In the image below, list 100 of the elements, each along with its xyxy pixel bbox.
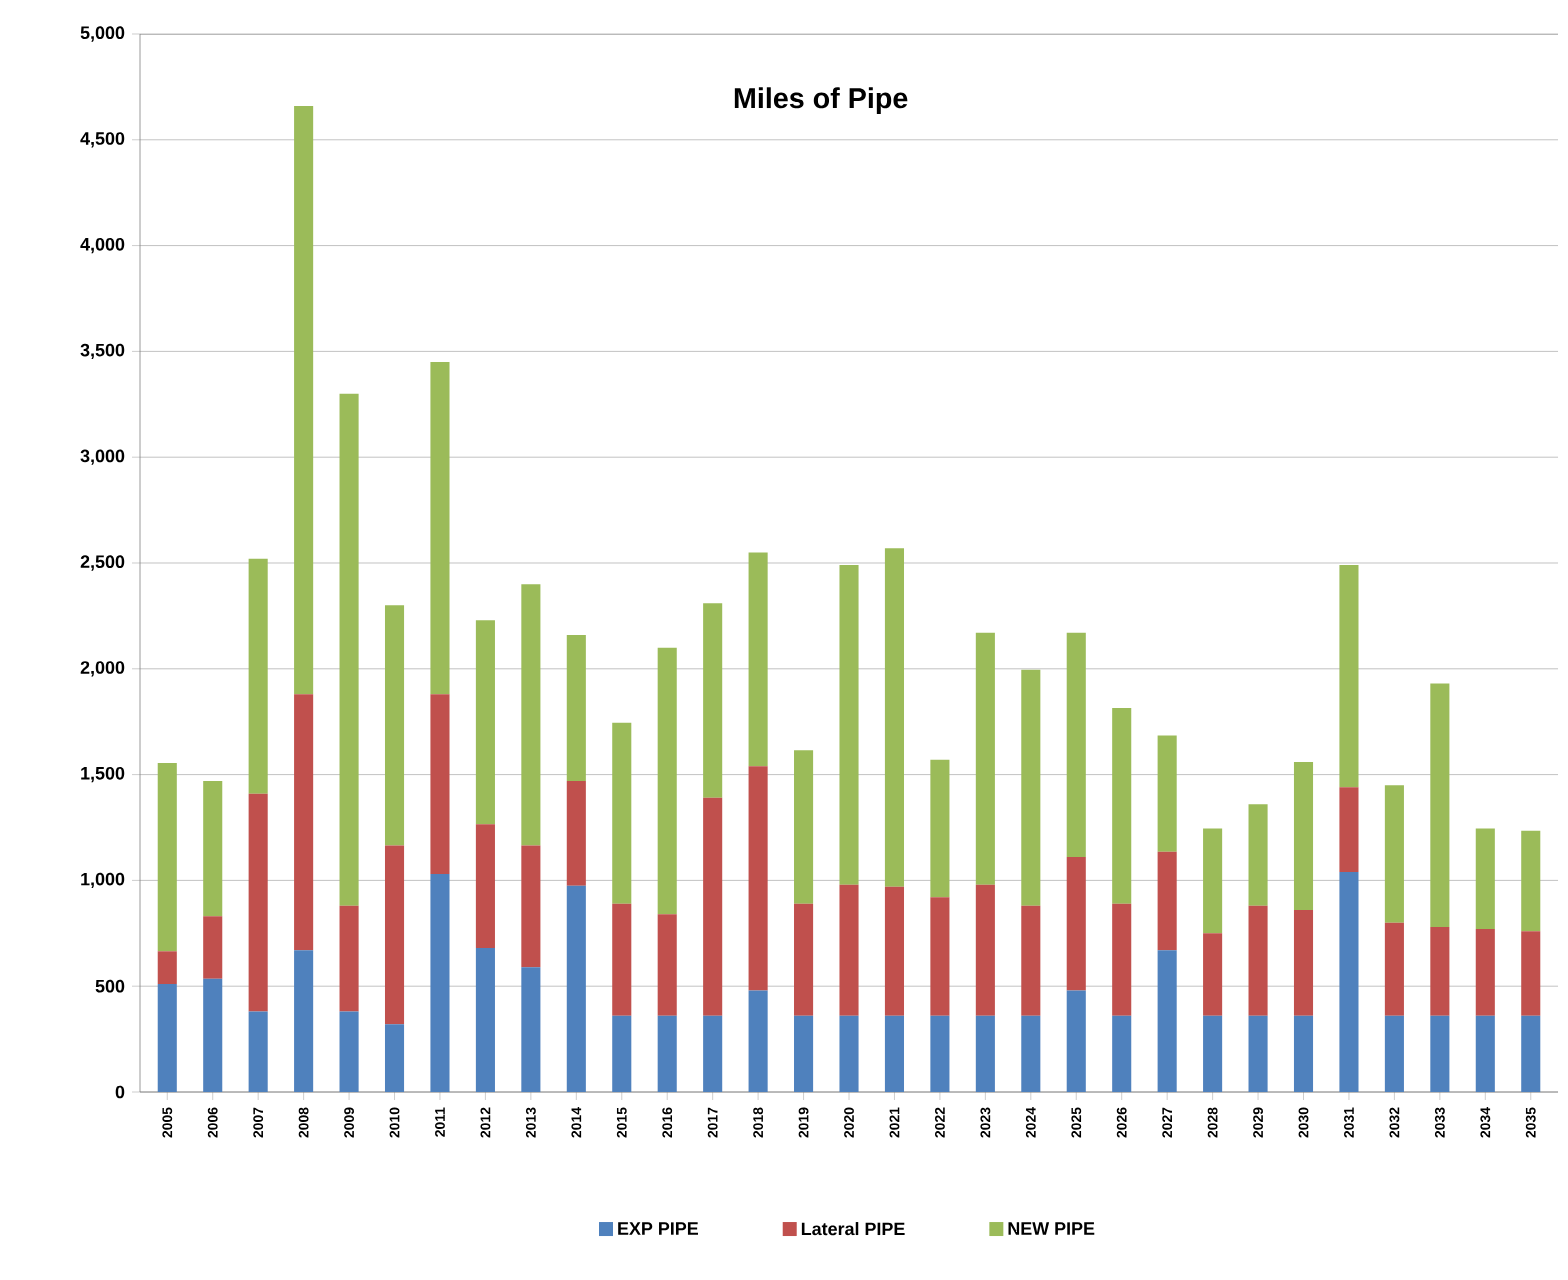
bar bbox=[1430, 1015, 1450, 1092]
bar bbox=[884, 886, 905, 1016]
bar bbox=[430, 694, 450, 875]
y-tick-label: 3,000 bbox=[80, 449, 125, 465]
bar bbox=[794, 750, 814, 904]
bar bbox=[248, 1011, 268, 1092]
bar bbox=[748, 552, 768, 767]
bar bbox=[703, 797, 723, 1016]
bar bbox=[294, 694, 314, 951]
bar bbox=[657, 1015, 677, 1092]
bar bbox=[1384, 785, 1404, 923]
bar bbox=[157, 984, 177, 1092]
bar bbox=[1157, 950, 1177, 1092]
y-tick-label: 500 bbox=[95, 979, 125, 993]
bar bbox=[475, 620, 495, 825]
bar bbox=[930, 759, 950, 898]
bar bbox=[1021, 905, 1041, 1016]
bar bbox=[1339, 565, 1359, 788]
bar bbox=[975, 1015, 995, 1092]
bar bbox=[294, 105, 314, 695]
bar bbox=[1339, 787, 1359, 872]
bar bbox=[430, 874, 450, 1092]
bar bbox=[384, 1024, 405, 1092]
bar bbox=[657, 647, 677, 915]
bar bbox=[1157, 851, 1177, 951]
bar bbox=[203, 780, 223, 917]
bar bbox=[1203, 828, 1223, 934]
bar bbox=[475, 948, 495, 1092]
bar bbox=[884, 548, 905, 887]
y-tick-label: 0 bbox=[115, 1085, 125, 1099]
bar bbox=[1521, 931, 1541, 1016]
bar bbox=[657, 914, 677, 1016]
bar bbox=[248, 558, 268, 794]
bar bbox=[566, 885, 586, 1092]
y-tick-label: 3,500 bbox=[80, 343, 125, 360]
bar bbox=[203, 916, 223, 979]
bar bbox=[566, 780, 586, 886]
bar bbox=[1157, 735, 1177, 852]
bar bbox=[157, 762, 177, 952]
bar bbox=[1384, 922, 1404, 1016]
bar bbox=[612, 1015, 632, 1092]
legend-label: Lateral PIPE bbox=[801, 1222, 905, 1236]
bar bbox=[384, 845, 405, 1025]
legend-label: EXP PIPE bbox=[618, 1222, 699, 1235]
bar bbox=[612, 722, 632, 904]
bar bbox=[1203, 1015, 1223, 1092]
bar bbox=[1066, 857, 1086, 991]
bar bbox=[1339, 871, 1359, 1092]
bar bbox=[339, 905, 359, 1012]
bar bbox=[1248, 1015, 1268, 1092]
bar bbox=[1293, 1015, 1314, 1092]
bar bbox=[521, 845, 541, 968]
bar bbox=[975, 632, 995, 885]
bar bbox=[339, 1011, 359, 1092]
bar bbox=[1021, 669, 1041, 906]
bar bbox=[521, 584, 541, 846]
bar bbox=[1112, 707, 1132, 904]
bar bbox=[157, 951, 177, 985]
bar bbox=[884, 1015, 905, 1092]
bar bbox=[339, 393, 359, 906]
bar bbox=[1521, 830, 1541, 932]
bar bbox=[930, 897, 950, 1016]
bar bbox=[1521, 1015, 1541, 1092]
bar bbox=[1475, 929, 1495, 1016]
bar bbox=[1021, 1015, 1041, 1092]
text: Miles of Pipe bbox=[734, 87, 908, 115]
bar bbox=[839, 1015, 859, 1092]
y-tick-label: 4,500 bbox=[80, 132, 125, 148]
bar bbox=[748, 990, 768, 1092]
bar bbox=[930, 1015, 950, 1092]
bar bbox=[475, 824, 495, 949]
bar bbox=[703, 1015, 723, 1092]
bar bbox=[1430, 683, 1450, 927]
bar bbox=[1293, 761, 1314, 911]
bar bbox=[384, 605, 405, 846]
bar bbox=[612, 903, 632, 1016]
y-tick-label: 1,000 bbox=[81, 872, 125, 889]
bar bbox=[1248, 804, 1268, 906]
bar bbox=[975, 884, 995, 1016]
bar bbox=[1293, 910, 1314, 1016]
bar bbox=[839, 884, 859, 1016]
y-tick-label: 2,500 bbox=[80, 555, 125, 571]
bar bbox=[1112, 1015, 1132, 1092]
bar bbox=[248, 793, 268, 1012]
bar bbox=[1384, 1015, 1404, 1092]
bar bbox=[1475, 828, 1495, 930]
bar bbox=[748, 766, 768, 991]
bar bbox=[794, 903, 814, 1016]
bar bbox=[1066, 990, 1086, 1092]
bar bbox=[1475, 1015, 1495, 1092]
bar bbox=[521, 967, 541, 1092]
bar bbox=[794, 1015, 814, 1092]
bar bbox=[203, 978, 223, 1092]
y-tick-label: 2,000 bbox=[80, 661, 125, 677]
y-tick-label: 5,000 bbox=[80, 26, 125, 42]
bar bbox=[294, 950, 314, 1092]
bar bbox=[1112, 903, 1132, 1016]
legend-label: NEW PIPE bbox=[1008, 1222, 1095, 1235]
y-tick-label: 4,000 bbox=[80, 237, 125, 254]
bar bbox=[703, 603, 723, 798]
